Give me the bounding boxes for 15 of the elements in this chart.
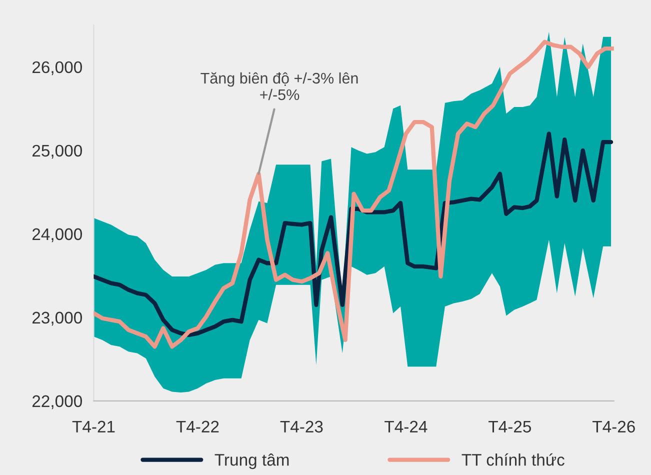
annotation: Tăng biên độ +/-3% lên +/-5% <box>200 72 358 100</box>
y-tick-label: 26,000 <box>32 61 82 76</box>
x-tick-label: T4-23 <box>280 420 323 433</box>
x-tick-label: T4-25 <box>488 420 531 433</box>
y-tick-label: 25,000 <box>32 144 82 159</box>
y-tick-label: 23,000 <box>32 312 82 326</box>
y-tick-label: 22,000 <box>32 395 82 410</box>
x-tick-label: T4-26 <box>592 420 635 433</box>
x-tick-label: T4-22 <box>176 420 219 432</box>
legend-label: Trung tâm <box>214 453 289 470</box>
x-tick-label: T4-24 <box>384 420 428 432</box>
x-tick-label: T4-21 <box>72 420 115 432</box>
line-series <box>94 132 614 338</box>
y-tick-label: 24,000 <box>32 228 82 242</box>
legend-label: TT chính thức <box>462 453 564 466</box>
